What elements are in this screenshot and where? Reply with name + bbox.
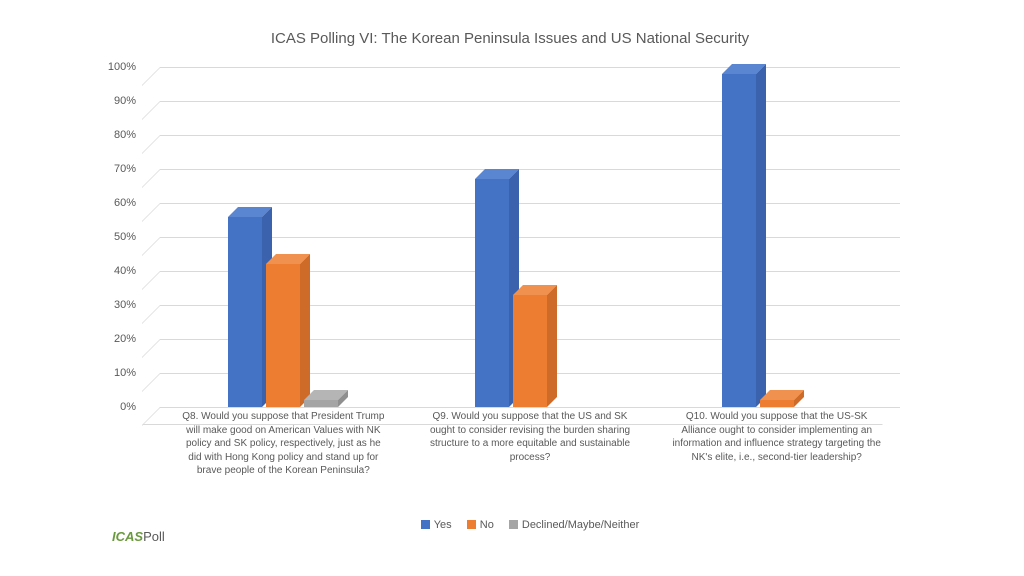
y-tick-label: 80% [114, 129, 136, 141]
footer-logo: ICASPoll [112, 529, 165, 544]
bar-declined-maybe-neither [304, 400, 338, 407]
bar-no [513, 295, 547, 407]
y-tick-label: 70% [114, 163, 136, 175]
swatch-yes [421, 520, 430, 529]
y-tick-label: 0% [120, 401, 136, 413]
bar-no [266, 264, 300, 407]
legend: Yes No Declined/Maybe/Neither [160, 519, 900, 533]
legend-declined-label: Declined/Maybe/Neither [522, 519, 639, 531]
brand-icas: ICAS [112, 529, 143, 544]
y-tick-label: 50% [114, 231, 136, 243]
legend-yes-label: Yes [434, 519, 452, 531]
chart-title: ICAS Polling VI: The Korean Peninsula Is… [110, 30, 910, 47]
legend-declined: Declined/Maybe/Neither [509, 519, 639, 531]
gridline [160, 67, 900, 68]
gridline [160, 135, 900, 136]
chart-container: ICAS Polling VI: The Korean Peninsula Is… [110, 30, 910, 530]
y-tick-label: 20% [114, 333, 136, 345]
x-label-q10: Q10. Would you suppose that the US-SK Al… [653, 410, 900, 478]
legend-no-label: No [480, 519, 494, 531]
gridline [160, 407, 900, 408]
legend-no: No [467, 519, 494, 531]
bar-yes [722, 74, 756, 407]
brand-suffix: Poll [143, 529, 165, 544]
bar-yes [228, 217, 262, 407]
gridline [160, 203, 900, 204]
y-tick-label: 10% [114, 367, 136, 379]
y-tick-label: 60% [114, 197, 136, 209]
x-axis-labels: Q8. Would you suppose that President Tru… [160, 410, 900, 478]
x-label-q9: Q9. Would you suppose that the US and SK… [407, 410, 654, 478]
bar-no [760, 400, 794, 407]
y-tick-label: 100% [108, 61, 136, 73]
swatch-declined [509, 520, 518, 529]
gridline [160, 101, 900, 102]
x-label-q8: Q8. Would you suppose that President Tru… [160, 410, 407, 478]
swatch-no [467, 520, 476, 529]
y-tick-label: 90% [114, 95, 136, 107]
y-tick-label: 40% [114, 265, 136, 277]
bar-yes [475, 179, 509, 407]
gridline [160, 169, 900, 170]
plot-area: 0%10%20%30%40%50%60%70%80%90%100% [160, 67, 900, 407]
y-tick-label: 30% [114, 299, 136, 311]
legend-yes: Yes [421, 519, 452, 531]
